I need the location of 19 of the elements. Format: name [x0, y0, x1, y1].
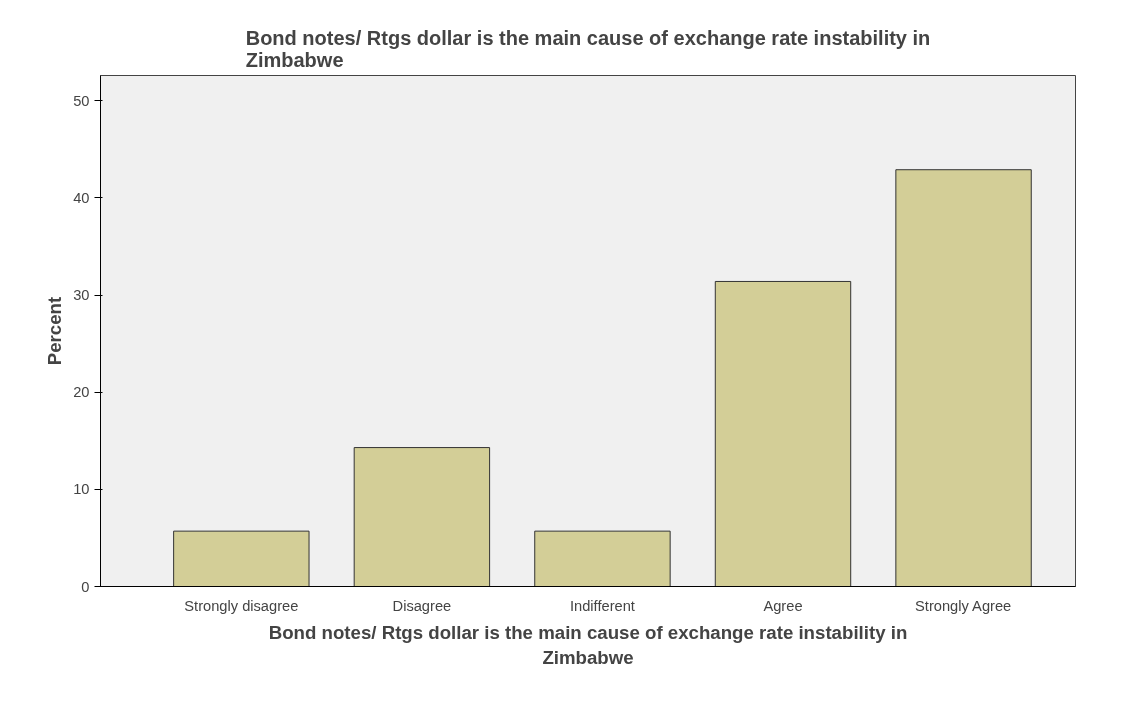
- y-tick-label: 20: [73, 384, 90, 401]
- bar: [173, 530, 310, 587]
- chart-title: Bond notes/ Rtgs dollar is the main cause of exchange rate instability in Zimbabwe: [245, 26, 931, 71]
- bar: [714, 280, 852, 587]
- y-tick-label: 40: [73, 189, 90, 206]
- x-tick-label: Agree: [763, 597, 803, 614]
- bar: [534, 530, 671, 587]
- bar: [895, 169, 1032, 587]
- y-tick-label: 30: [73, 287, 90, 304]
- x-tick-label: Strongly disagree: [184, 597, 299, 614]
- x-tick-label: Strongly Agree: [915, 597, 1012, 614]
- bar: [353, 447, 491, 587]
- y-tick-label: 0: [81, 578, 90, 595]
- x-tick-label: Disagree: [392, 597, 452, 614]
- x-tick-label: Indifferent: [569, 597, 635, 614]
- x-axis-title: Bond notes/ Rtgs dollar is the main cause of exchange rate instability in Zimbabwe: [268, 621, 908, 668]
- y-axis-title: Percent: [44, 296, 66, 366]
- y-tick-label: 10: [73, 481, 90, 498]
- y-tick-label: 50: [73, 92, 90, 109]
